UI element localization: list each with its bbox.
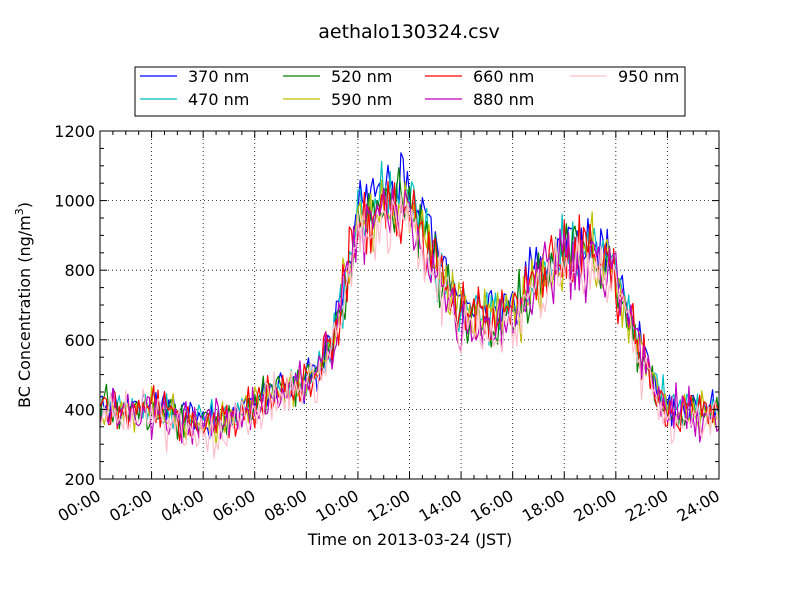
legend: 370 nm 470 nm 520 nm 590 nm 660 nm 880 nm 950 … — [134, 66, 686, 117]
y-axis-label-close: ) — [15, 202, 34, 208]
legend-label: 590 nm — [331, 90, 392, 109]
y-axis-label-main: BC Concentration (ng/m — [15, 215, 34, 408]
y-tick-label: 1200 — [54, 122, 95, 141]
legend-label: 880 nm — [473, 90, 534, 109]
y-tick-labels: 200 400 600 800 1000 1200 — [54, 122, 95, 489]
y-tick-label: 800 — [64, 261, 95, 280]
y-tick-label: 600 — [64, 331, 95, 350]
series-line-880-nm — [99, 187, 720, 445]
legend-box — [134, 66, 686, 117]
series-line-520-nm — [99, 167, 720, 440]
x-axis-label: Time on 2013-03-24 (JST) — [307, 530, 512, 549]
legend-label: 950 nm — [618, 67, 679, 86]
y-tick-label: 200 — [64, 470, 95, 489]
legend-label: 470 nm — [188, 90, 249, 109]
y-axis-label: BC Concentration (ng/m3) — [13, 202, 34, 408]
y-tick-label: 400 — [64, 400, 95, 419]
y-tick-label: 1000 — [54, 192, 95, 211]
legend-label: 660 nm — [473, 67, 534, 86]
legend-label: 520 nm — [331, 67, 392, 86]
legend-label: 370 nm — [188, 67, 249, 86]
series-line-950-nm — [99, 194, 720, 460]
ticks — [99, 130, 720, 480]
chart-title: aethalo130324.csv — [318, 21, 500, 43]
series-layer — [99, 152, 720, 460]
y-axis-label-sup: 3 — [13, 208, 26, 215]
